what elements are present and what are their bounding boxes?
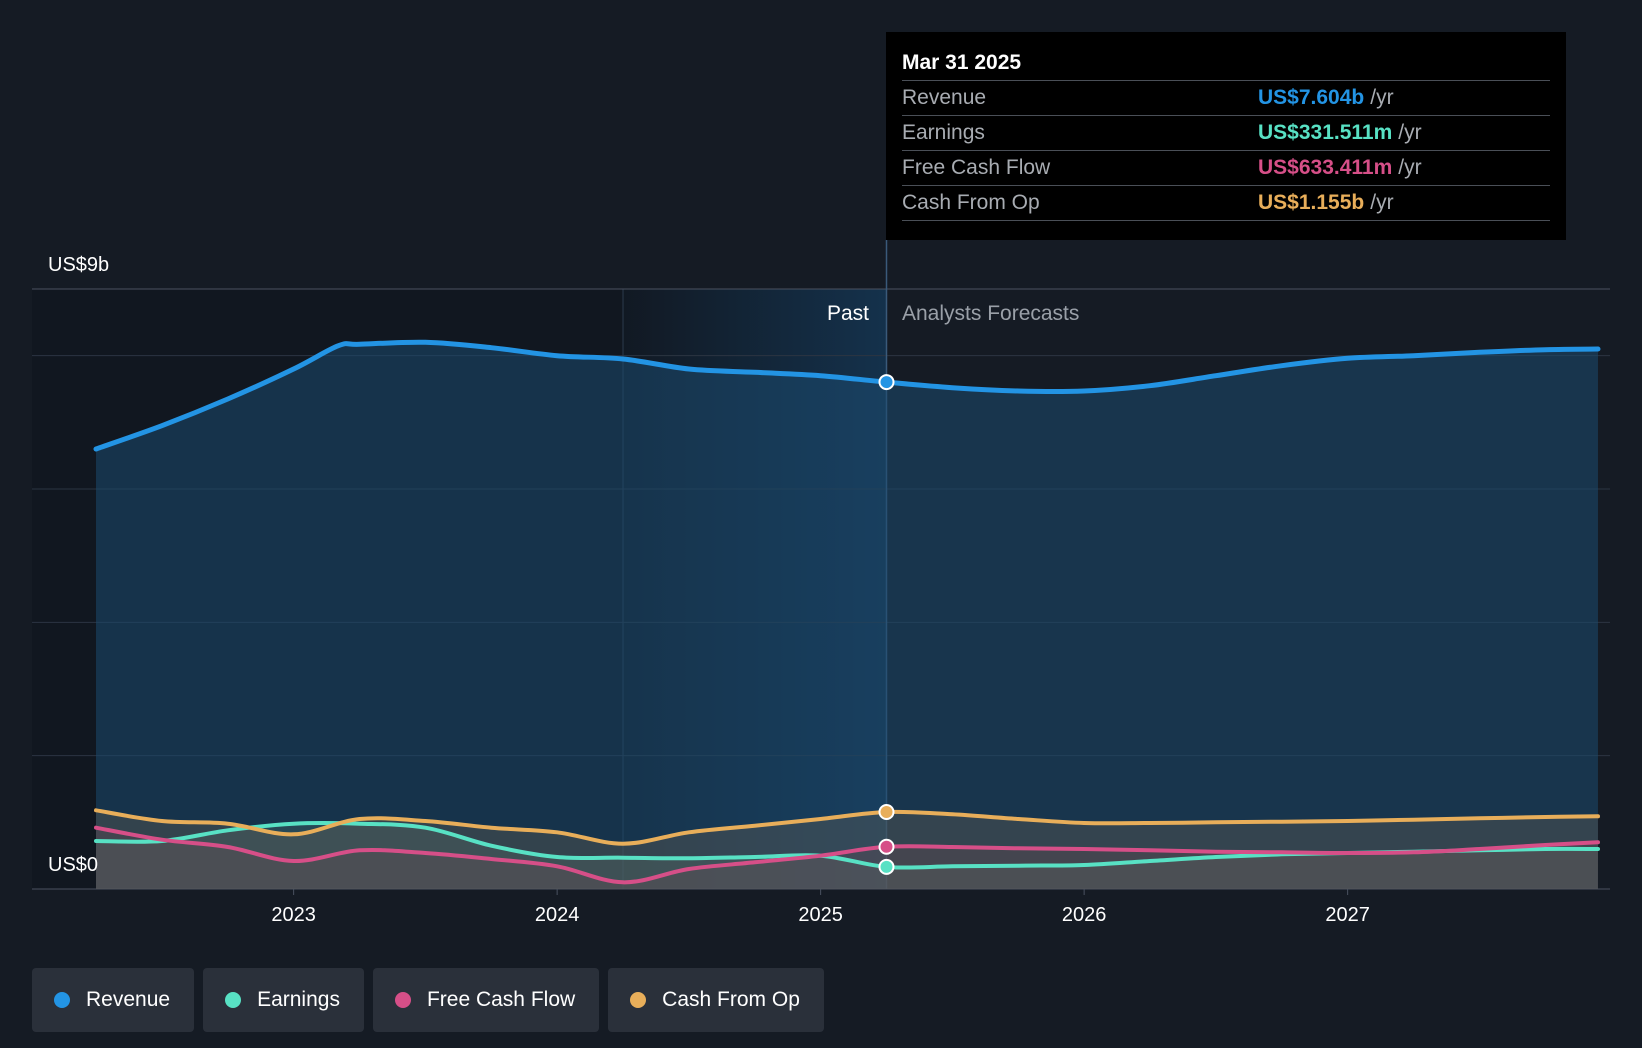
legend-item-cash-from-op[interactable]: Cash From Op bbox=[608, 968, 824, 1032]
tooltip-unit: /yr bbox=[1370, 86, 1394, 109]
legend-dot-icon bbox=[394, 992, 411, 1008]
x-tick-label: 2023 bbox=[271, 904, 316, 926]
tooltip-name: Revenue bbox=[902, 86, 987, 109]
tooltip-value: US$633.411m bbox=[1258, 156, 1393, 179]
legend-item-earnings[interactable]: Earnings bbox=[203, 968, 364, 1032]
tooltip-name: Cash From Op bbox=[902, 191, 1040, 214]
y-axis-top-label: US$9b bbox=[48, 254, 109, 276]
y-axis-bottom-label: US$0 bbox=[48, 854, 98, 876]
tooltip-row-revenue: Revenue US$7.604b /yr bbox=[902, 80, 1550, 115]
revenue-line bbox=[93, 339, 1601, 452]
legend-label: Earnings bbox=[257, 988, 340, 1011]
revenue-area bbox=[96, 342, 1598, 889]
x-tick-label: 2026 bbox=[1062, 904, 1107, 926]
earnings-area bbox=[96, 823, 1598, 889]
tooltip-date: Mar 31 2025 bbox=[902, 51, 1022, 74]
tooltip-value: US$1.155b bbox=[1258, 191, 1365, 214]
legend-dot-icon bbox=[630, 992, 647, 1008]
tooltip-name: Free Cash Flow bbox=[902, 156, 1051, 179]
tooltip-name: Earnings bbox=[902, 121, 985, 144]
legend-label: Cash From Op bbox=[662, 988, 800, 1011]
tooltip-unit: /yr bbox=[1398, 156, 1422, 179]
tooltip-row-cash-from-op: Cash From Op US$1.155b /yr bbox=[902, 185, 1550, 221]
cash-from-op-line bbox=[94, 808, 1600, 846]
cash-from-op-area bbox=[96, 810, 1598, 889]
tooltip-row-free-cash-flow: Free Cash Flow US$633.411m /yr bbox=[902, 150, 1550, 185]
forecast-label: Analysts Forecasts bbox=[902, 302, 1079, 325]
legend-item-revenue[interactable]: Revenue bbox=[32, 968, 195, 1032]
tooltip-unit: /yr bbox=[1370, 191, 1394, 214]
tooltip-unit: /yr bbox=[1398, 121, 1422, 144]
x-tick-label: 2027 bbox=[1325, 904, 1370, 926]
tooltip-value: US$331.511m bbox=[1258, 121, 1393, 144]
x-tick-label: 2024 bbox=[535, 904, 580, 926]
revenue-point bbox=[878, 374, 895, 391]
legend-dot-icon bbox=[54, 992, 70, 1008]
tooltip: Mar 31 2025 Revenue US$7.604b /yr Earnin… bbox=[886, 32, 1566, 240]
legend-item-free-cash-flow[interactable]: Free Cash Flow bbox=[372, 968, 600, 1032]
earnings-point bbox=[878, 858, 895, 875]
free-cash-flow-line bbox=[94, 825, 1600, 885]
x-tick-label: 2025 bbox=[798, 904, 843, 926]
legend-label: Free Cash Flow bbox=[426, 988, 576, 1011]
past-label: Past bbox=[827, 302, 869, 325]
free-cash-flow-point bbox=[878, 838, 895, 855]
tooltip-row-earnings: Earnings US$331.511m /yr bbox=[902, 115, 1550, 150]
cash-from-op-point bbox=[878, 804, 895, 820]
legend-label: Revenue bbox=[86, 988, 171, 1011]
tooltip-value: US$7.604b bbox=[1258, 86, 1365, 109]
legend: Revenue Earnings Free Cash Flow Cash Fro… bbox=[32, 968, 824, 1032]
legend-dot-icon bbox=[225, 992, 242, 1008]
